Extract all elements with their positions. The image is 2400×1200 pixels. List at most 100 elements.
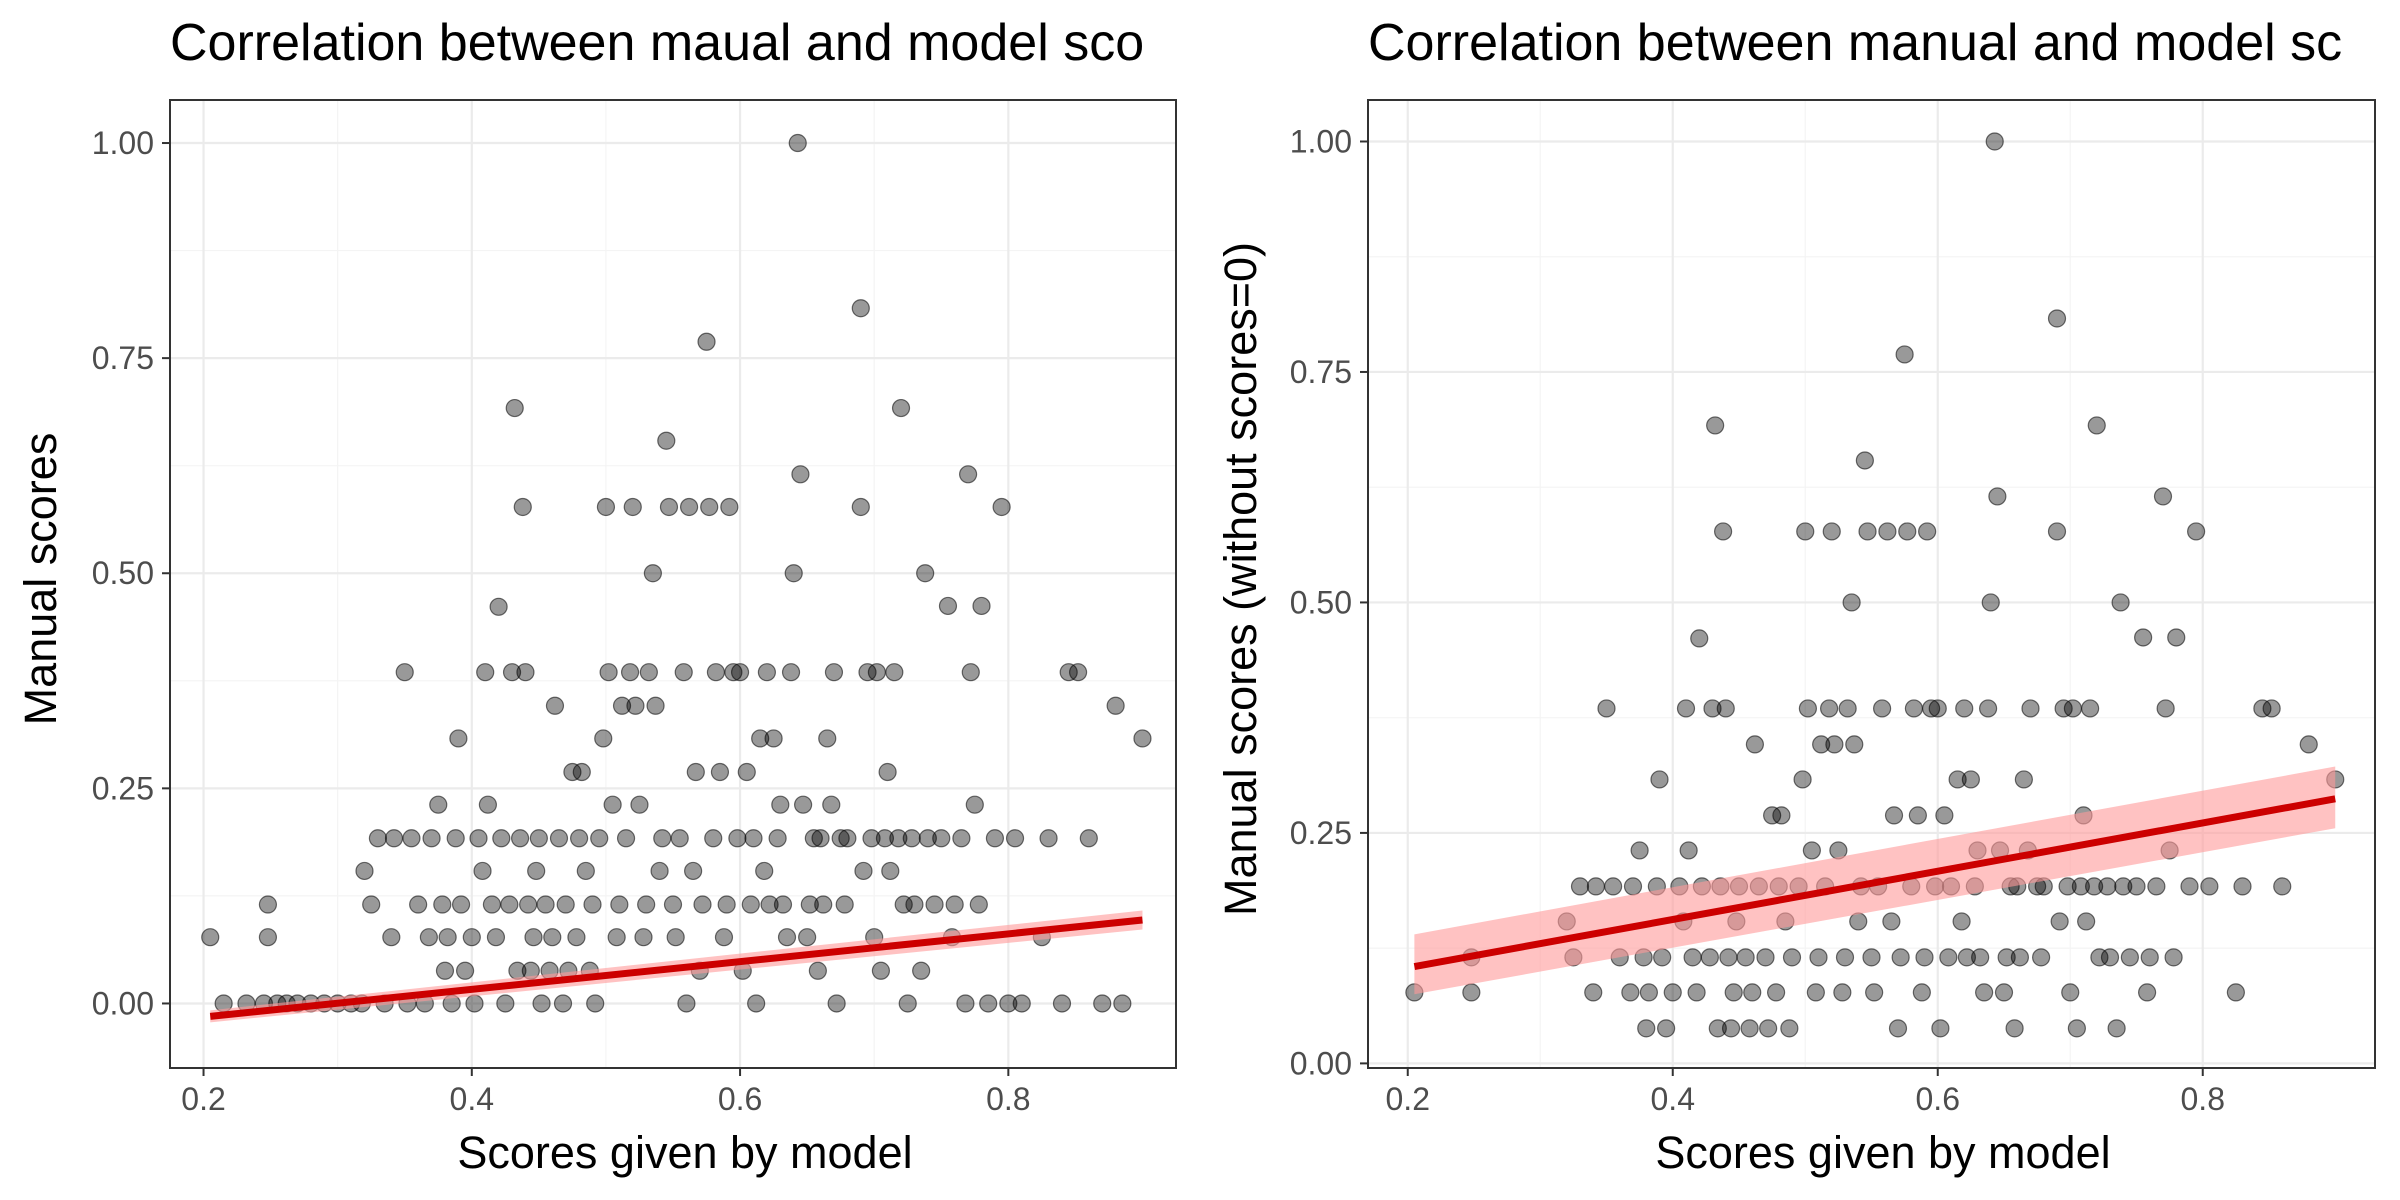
data-point [781, 663, 801, 682]
data-point [258, 895, 278, 914]
data-point [1884, 806, 1904, 825]
left-chart: 0.2 0.4 0.6 0.8 0.00 0.25 0.50 0.75 1.00 Correlat… [15, 14, 1177, 1178]
right-panel-border [1367, 99, 2376, 1069]
data-point [469, 829, 488, 848]
data-point [684, 861, 703, 881]
data-point [1855, 451, 1874, 470]
data-point [1462, 983, 1481, 1002]
data-point [1683, 948, 1702, 967]
data-point [952, 829, 971, 848]
x-tick-label: 0.6 [1916, 1081, 1960, 1117]
data-point [1745, 735, 1765, 754]
data-point [1703, 699, 1722, 718]
data-point [700, 497, 719, 517]
data-point [961, 663, 980, 682]
data-point [794, 795, 813, 814]
data-point [885, 663, 904, 682]
data-point [1782, 948, 1802, 967]
data-point [1052, 994, 1072, 1013]
y-tick-label: 1.00 [1290, 123, 1352, 159]
data-point [1597, 699, 1616, 718]
data-point [1713, 522, 1733, 541]
data-point [462, 928, 481, 947]
right-x-axis-label: Scores given by model [1655, 1127, 2110, 1178]
data-point [875, 829, 895, 848]
data-point [2167, 628, 2186, 647]
data-point [2107, 1019, 2126, 1038]
right-y-axis-label: Manual scores (without scores=0) [1215, 242, 1266, 916]
data-point [637, 895, 656, 914]
data-point [1721, 1019, 1741, 1038]
data-point [586, 994, 605, 1013]
data-point [751, 729, 770, 748]
data-point [2180, 877, 2199, 896]
data-point [858, 663, 877, 682]
data-point [422, 829, 441, 848]
data-point [1798, 699, 1818, 718]
data-point [603, 795, 622, 814]
right-chart-title: Correlation between manual and model sc [1368, 14, 2342, 72]
data-point [912, 961, 931, 980]
data-point [1849, 912, 1868, 931]
data-point [2120, 948, 2139, 967]
data-point [724, 663, 743, 682]
data-point [455, 961, 475, 980]
data-point [791, 465, 810, 484]
data-point [438, 928, 457, 947]
data-point [999, 994, 1018, 1013]
x-tick-label: 0.2 [1386, 1081, 1430, 1117]
data-point [1835, 948, 1855, 967]
data-point [1604, 877, 1623, 896]
y-tick-label: 0.50 [92, 555, 154, 591]
data-point [646, 696, 665, 715]
data-point [862, 829, 881, 848]
data-point [1639, 983, 1659, 1002]
data-point [1772, 806, 1791, 825]
data-point [1113, 994, 1132, 1013]
data-point [2111, 593, 2130, 612]
left-plot-area: 0.2 0.4 0.6 0.8 0.00 0.25 0.50 0.75 1.00 [92, 99, 1177, 1117]
data-point [674, 663, 693, 682]
data-point [1928, 699, 1947, 718]
data-point [1915, 948, 1934, 967]
data-point [1586, 877, 1606, 896]
data-point [2021, 699, 2040, 718]
data-point [679, 497, 699, 517]
data-point [851, 299, 870, 318]
data-point [659, 497, 679, 517]
left-panel-border [169, 99, 1177, 1069]
data-point [1623, 877, 1643, 896]
data-point [871, 961, 891, 980]
data-point [1716, 699, 1735, 718]
x-tick-label: 0.4 [450, 1081, 494, 1117]
data-point [985, 829, 1005, 848]
y-tick-label: 0.75 [92, 340, 154, 376]
data-point [2253, 699, 2272, 718]
left-chart-title: Correlation between maual and model sco [170, 14, 1144, 72]
x-tick-label: 0.4 [1651, 1081, 1695, 1117]
data-point [918, 829, 937, 848]
data-point [524, 928, 543, 947]
data-point [1584, 983, 1603, 1002]
data-point [1922, 699, 1941, 718]
data-point [1961, 770, 1980, 789]
data-point [201, 928, 220, 947]
data-point [482, 895, 502, 914]
data-point [2127, 877, 2146, 896]
data-point [1895, 345, 1914, 364]
data-point [677, 994, 696, 1013]
data-point [706, 663, 726, 682]
data-point [938, 596, 958, 616]
data-point [1657, 1019, 1676, 1038]
data-point [881, 861, 900, 881]
data-point [2114, 877, 2133, 896]
data-point [969, 895, 988, 914]
data-point [2200, 877, 2219, 896]
right-y-axis-ticks: 0.00 0.25 0.50 0.75 1.00 [1290, 123, 1368, 1081]
data-point [1780, 1019, 1799, 1038]
data-point [510, 829, 530, 848]
data-point [2090, 948, 2109, 967]
data-point [1825, 735, 1844, 754]
data-point [1068, 663, 1088, 682]
